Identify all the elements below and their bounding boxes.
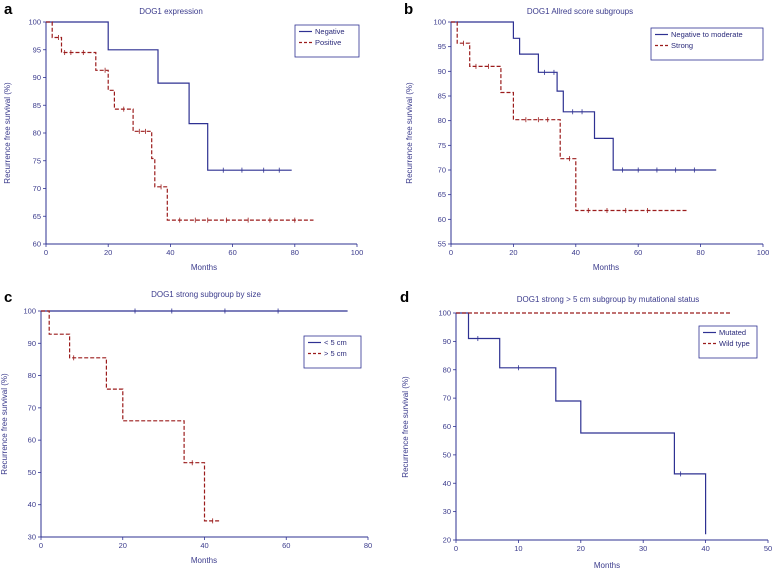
panel-a-y-tick-label: 90 (33, 73, 41, 82)
panel-b-y-tick-label: 85 (438, 92, 446, 101)
panel-d-y-tick-label: 30 (443, 507, 451, 516)
panel-a-y-tick-label: 65 (33, 212, 41, 221)
panel-c-y-tick-label: 60 (28, 436, 36, 445)
panel-d-y-tick-label: 70 (443, 394, 451, 403)
panel-d-y-tick-label: 60 (443, 422, 451, 431)
panel-c-y-tick-label: 100 (23, 307, 36, 316)
panel-a-legend-label-1: Negative (315, 27, 345, 36)
panel-c-series-2-curve (41, 310, 221, 522)
panel-b-y-tick-label: 55 (438, 240, 446, 249)
panel-a-series-1-curve (46, 21, 292, 171)
panel-a-series-2-curve (46, 21, 314, 221)
panel-d-y-axis-label: Recurrence free survival (%) (401, 376, 410, 478)
panel-c-y-tick-label: 70 (28, 403, 36, 412)
panel-d-x-tick-label: 40 (701, 544, 709, 553)
panel-b-x-tick-label: 20 (509, 248, 517, 257)
panel-d-letter: d (400, 289, 409, 306)
panel-b-title: DOG1 Allred score subgroups (527, 7, 633, 16)
panel-b-y-tick-label: 95 (438, 42, 446, 51)
panel-a-x-tick-label: 100 (351, 248, 364, 257)
panel-d-x-tick-label: 10 (514, 544, 522, 553)
panel-a-y-tick-label: 70 (33, 184, 41, 193)
panel-a-y-tick-label: 85 (33, 101, 41, 110)
panel-c-legend-box (303, 335, 362, 369)
panel-a-x-tick-label: 40 (166, 248, 174, 257)
panel-b-y-tick-label: 60 (438, 215, 446, 224)
panel-c-x-tick-label: 80 (364, 541, 372, 550)
panel-c-x-tick-label: 60 (282, 541, 290, 550)
panel-b-x-tick-label: 80 (696, 248, 704, 257)
panel-c-y-tick-label: 50 (28, 468, 36, 477)
panel-d-x-tick-label: 30 (639, 544, 647, 553)
panel-a-legend-label-2: Positive (315, 38, 341, 47)
panel-b-legend-box (650, 27, 764, 61)
panel-d-y-tick-label: 100 (438, 309, 451, 318)
panel-c-y-tick-label: 90 (28, 339, 36, 348)
panel-a-y-axis-label: Recurrence free survival (%) (3, 82, 12, 184)
panel-c-letter: c (4, 289, 12, 306)
panel-a-y-tick-label: 95 (33, 45, 41, 54)
panel-b-y-tick-label: 80 (438, 116, 446, 125)
panel-d-x-tick-label: 50 (764, 544, 772, 553)
panel-d-y-tick-label: 50 (443, 450, 451, 459)
panel-b-legend-label-2: Strong (671, 41, 693, 50)
panel-c-legend-label-1: < 5 cm (324, 338, 347, 347)
panel-a-y-tick-label: 60 (33, 240, 41, 249)
panel-b-x-tick-label: 40 (572, 248, 580, 257)
panel-c-title: DOG1 strong subgroup by size (151, 290, 261, 299)
panel-c-x-axis-label: Months (191, 556, 217, 565)
panel-c-y-tick-label: 30 (28, 533, 36, 542)
panel-d-x-axis-label: Months (594, 561, 620, 570)
panel-d-legend-label-2: Wild type (719, 339, 750, 348)
panel-c-x-tick-label: 20 (119, 541, 127, 550)
panel-b-x-tick-label: 0 (449, 248, 453, 257)
panel-c-y-tick-label: 80 (28, 371, 36, 380)
panel-b-series-2-curve (451, 21, 689, 212)
panel-a-x-tick-label: 20 (104, 248, 112, 257)
panel-d-y-tick-label: 90 (443, 337, 451, 346)
panel-c-x-tick-label: 0 (39, 541, 43, 550)
panel-a-y-tick-label: 75 (33, 156, 41, 165)
panel-d-legend-box (698, 325, 758, 359)
panel-d-legend-label-1: Mutated (719, 328, 746, 337)
panel-d-x-tick-label: 20 (577, 544, 585, 553)
panel-a-x-axis-label: Months (191, 263, 217, 272)
panel-c-y-axis-label: Recurrence free survival (%) (0, 373, 9, 475)
panel-d-y-tick-label: 20 (443, 536, 451, 545)
panel-a-x-tick-label: 80 (291, 248, 299, 257)
panel-b-legend-label-1: Negative to moderate (671, 30, 743, 39)
panel-c-y-tick-label: 40 (28, 500, 36, 509)
panel-b-y-tick-label: 70 (438, 166, 446, 175)
panel-b-series-1-curve (451, 21, 717, 171)
panel-d-y-tick-label: 40 (443, 479, 451, 488)
panel-b-y-tick-label: 65 (438, 190, 446, 199)
panel-b-x-tick-label: 100 (757, 248, 770, 257)
panel-c-x-tick-label: 40 (200, 541, 208, 550)
panel-b-y-tick-label: 75 (438, 141, 446, 150)
panel-d-x-tick-label: 0 (454, 544, 458, 553)
panel-b-y-tick-label: 100 (433, 18, 446, 27)
panel-d-title: DOG1 strong > 5 cm subgroup by mutationa… (517, 295, 700, 304)
panel-b-letter: b (404, 1, 413, 18)
panel-a-letter: a (4, 1, 13, 18)
panel-b-y-tick-label: 90 (438, 67, 446, 76)
panel-d-series-1-curve (456, 312, 707, 535)
panel-a-y-tick-label: 80 (33, 129, 41, 138)
panel-a-x-tick-label: 60 (228, 248, 236, 257)
panel-b-y-axis-label: Recurrence free survival (%) (405, 82, 414, 184)
panel-c-legend-label-2: > 5 cm (324, 349, 347, 358)
panel-d-y-tick-label: 80 (443, 365, 451, 374)
panel-a-legend-box (294, 24, 360, 58)
panel-a-title: DOG1 expression (139, 7, 203, 16)
panel-a-y-tick-label: 100 (28, 18, 41, 27)
panel-b-x-axis-label: Months (593, 263, 619, 272)
panel-a-x-tick-label: 0 (44, 248, 48, 257)
panel-b-x-tick-label: 60 (634, 248, 642, 257)
